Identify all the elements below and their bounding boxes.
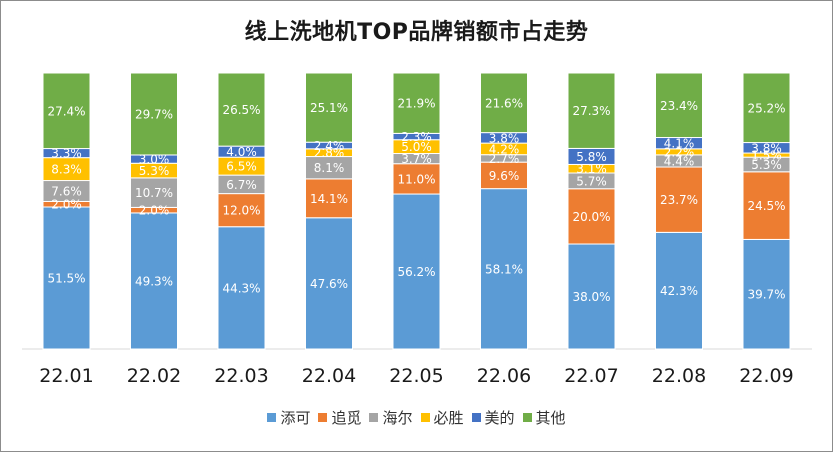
- data-label: 38.0%: [572, 290, 610, 304]
- data-label: 10.7%: [135, 186, 173, 200]
- data-label: 44.3%: [222, 281, 260, 295]
- data-label: 5.8%: [576, 150, 607, 164]
- legend-label: 海尔: [382, 409, 412, 427]
- x-tick-label: 22.06: [477, 365, 531, 387]
- x-tick-label: 22.03: [214, 365, 268, 387]
- legend-swatch: [369, 413, 378, 422]
- data-label: 8.3%: [51, 163, 82, 177]
- legend-item: 追觅: [318, 407, 361, 428]
- data-label: 24.5%: [747, 199, 785, 213]
- data-label: 21.9%: [397, 97, 435, 111]
- data-label: 56.2%: [397, 265, 435, 279]
- data-label: 3.1%: [576, 162, 607, 176]
- data-label: 8.1%: [314, 161, 345, 175]
- data-label: 7.6%: [51, 185, 82, 199]
- data-label: 27.4%: [47, 104, 85, 118]
- data-label: 27.3%: [572, 104, 610, 118]
- data-label: 23.4%: [660, 99, 698, 113]
- data-label: 11.0%: [397, 172, 435, 186]
- legend-item: 美的: [472, 407, 515, 428]
- data-label: 4.0%: [226, 145, 257, 159]
- data-label: 25.2%: [747, 101, 785, 115]
- stacked-bar-chart: 51.5%2.0%7.6%8.3%3.3%27.4%49.3%2.0%10.7%…: [0, 0, 833, 452]
- data-label: 3.3%: [51, 147, 82, 161]
- x-tick-label: 22.05: [389, 365, 443, 387]
- legend-item: 海尔: [369, 407, 412, 428]
- data-label: 3.8%: [751, 141, 782, 155]
- legend-label: 其他: [536, 409, 566, 427]
- legend-item: 添可: [267, 407, 310, 428]
- data-label: 14.1%: [310, 192, 348, 206]
- data-label: 2.4%: [314, 139, 345, 153]
- data-label: 2.0%: [51, 198, 82, 212]
- data-label: 25.1%: [310, 101, 348, 115]
- data-label: 5.7%: [576, 174, 607, 188]
- data-label: 47.6%: [310, 277, 348, 291]
- legend-item: 必胜: [421, 407, 464, 428]
- data-label: 21.6%: [485, 96, 523, 110]
- x-tick-label: 22.02: [127, 365, 181, 387]
- data-label: 26.5%: [222, 103, 260, 117]
- data-label: 20.0%: [572, 210, 610, 224]
- legend-swatch: [267, 413, 276, 422]
- legend-swatch: [523, 413, 532, 422]
- legend-label: 添可: [280, 409, 310, 427]
- legend: 添可 追觅 海尔 必胜 美的 其他: [0, 407, 833, 428]
- data-label: 3.7%: [401, 152, 432, 166]
- data-label: 9.6%: [489, 169, 520, 183]
- x-tick-label: 22.09: [739, 365, 793, 387]
- data-label: 58.1%: [485, 262, 523, 276]
- data-label: 3.8%: [489, 131, 520, 145]
- data-label: 4.1%: [664, 137, 695, 151]
- data-label: 39.7%: [747, 288, 785, 302]
- data-label: 42.3%: [660, 284, 698, 298]
- legend-swatch: [318, 413, 327, 422]
- legend-swatch: [472, 413, 481, 422]
- x-tick-label: 22.04: [302, 365, 356, 387]
- legend-item: 其他: [523, 407, 566, 428]
- legend-label: 追觅: [331, 409, 361, 427]
- x-tick-label: 22.01: [39, 365, 93, 387]
- data-label: 12.0%: [222, 204, 260, 218]
- data-label: 29.7%: [135, 107, 173, 121]
- data-label: 51.5%: [47, 272, 85, 286]
- data-label: 6.5%: [226, 160, 257, 174]
- legend-label: 美的: [485, 409, 515, 427]
- data-label: 2.0%: [139, 204, 170, 218]
- data-label: 3.0%: [139, 153, 170, 167]
- legend-swatch: [421, 413, 430, 422]
- x-tick-label: 22.08: [652, 365, 706, 387]
- legend-label: 必胜: [434, 409, 464, 427]
- data-label: 6.7%: [226, 178, 257, 192]
- data-label: 49.3%: [135, 274, 173, 288]
- x-tick-label: 22.07: [564, 365, 618, 387]
- data-label: 23.7%: [660, 193, 698, 207]
- data-label: 2.3%: [401, 130, 432, 144]
